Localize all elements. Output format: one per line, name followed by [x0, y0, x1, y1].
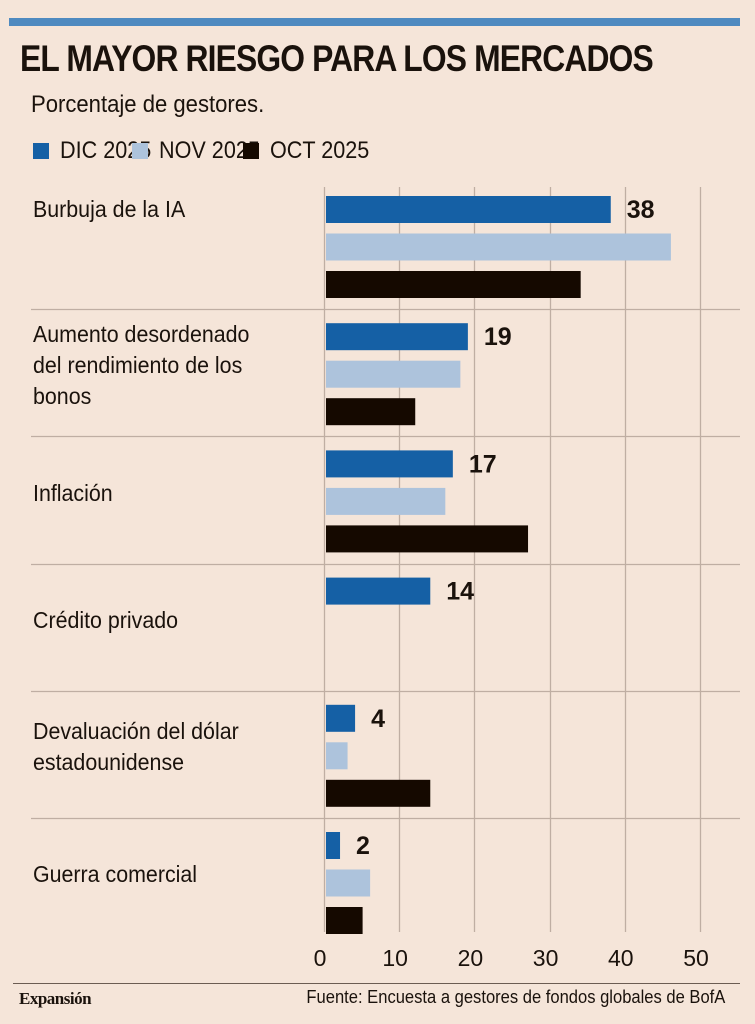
bar-oct [326, 398, 416, 426]
chart-subtitle: Porcentaje de gestores. [31, 91, 265, 118]
bar-oct [326, 907, 363, 934]
bar-oct [326, 271, 581, 298]
footer-rule [13, 983, 740, 984]
data-label: 19 [484, 323, 512, 351]
category-label: Guerra comercial [33, 861, 198, 888]
bar-nov [326, 487, 446, 515]
legend-item-nov: NOV 2025 [132, 136, 271, 166]
bar-nov [326, 869, 371, 897]
data-label: 14 [446, 578, 474, 606]
bar-dic [326, 323, 468, 351]
legend-swatch-oct [243, 143, 259, 159]
bar-nov [326, 233, 671, 261]
brand-logo: Expansión [19, 989, 92, 1008]
x-tick-label: 40 [608, 945, 634, 971]
category-label: Devaluación del dólar [33, 718, 239, 745]
x-tick-label: 30 [533, 945, 559, 971]
top-accent-rule [9, 18, 740, 26]
x-tick-label: 50 [683, 945, 709, 971]
category-label: Crédito privado [33, 606, 179, 633]
category-label: bonos [33, 383, 92, 410]
bar-oct [326, 779, 431, 807]
legend-item-oct: OCT 2025 [243, 136, 380, 166]
bar-dic [326, 196, 611, 223]
category-label: Inflación [33, 479, 113, 506]
x-tick-label: 10 [382, 945, 408, 971]
bar-oct [326, 525, 529, 553]
bar-dic [326, 577, 431, 605]
data-label: 38 [627, 196, 655, 224]
legend-swatch-nov [132, 143, 148, 159]
source-note: Fuente: Encuesta a gestores de fondos gl… [306, 987, 725, 1007]
legend-swatch-dic [33, 143, 49, 159]
bar-nov [326, 360, 461, 388]
data-label: 2 [356, 832, 370, 860]
category-label: Aumento desordenado [33, 321, 250, 348]
data-label: 17 [469, 450, 497, 478]
x-tick-label: 20 [458, 945, 484, 971]
category-label: del rendimiento de los [33, 352, 243, 379]
data-label: 4 [371, 705, 385, 733]
bar-nov [326, 742, 348, 770]
x-tick-label: 0 [314, 945, 327, 971]
chart-title: EL MAYOR RIESGO PARA LOS MERCADOS [20, 38, 654, 79]
category-label: Burbuja de la IA [33, 196, 186, 222]
bar-dic [326, 832, 341, 859]
category-label: estadounidense [33, 749, 185, 776]
legend-label-oct: OCT 2025 [270, 137, 370, 164]
bar-dic [326, 704, 356, 732]
bar-dic [326, 450, 453, 478]
